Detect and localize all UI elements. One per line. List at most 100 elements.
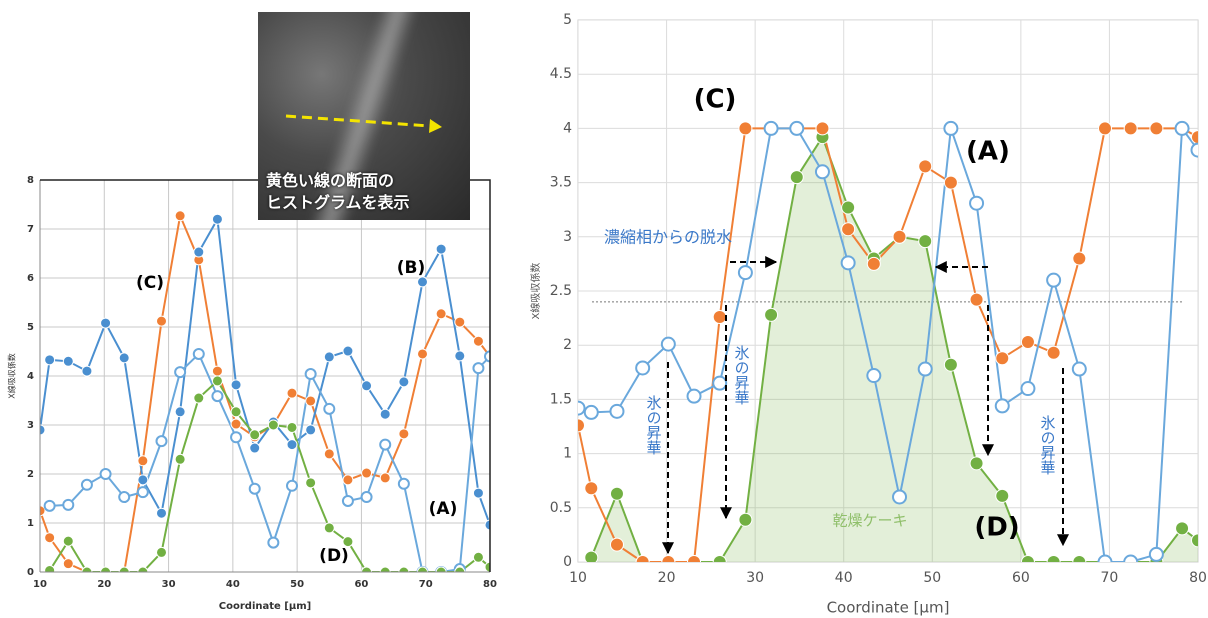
data-point [918,234,933,249]
data-point [472,487,484,499]
data-point [435,308,447,320]
x-tick-label: 30 [162,579,176,590]
data-point [943,175,958,190]
x-tick-label: 60 [354,579,368,590]
data-point [866,256,881,271]
y-tick-label: 3 [563,229,572,245]
data-point [379,566,391,572]
x-tick-label: 40 [226,579,240,590]
y-tick-label: 1 [563,446,572,462]
data-point [44,354,56,366]
data-point [484,519,490,531]
data-point [454,316,466,328]
data-point [230,406,242,418]
y-tick-label: 3 [27,420,34,431]
data-point [118,352,130,364]
y-tick-label: 4.5 [550,66,572,82]
data-point [156,546,167,558]
data-point [584,481,599,496]
data-point [323,351,335,363]
data-point [62,355,74,367]
x-tick-label: 80 [483,579,497,590]
data-point [44,532,56,544]
data-point [286,387,298,399]
x-tick-label: 60 [1012,570,1030,586]
x-axis-label: Coordinate [µm] [827,599,950,617]
data-point [1020,381,1036,397]
data-point [918,159,933,174]
data-point [249,442,261,454]
y-axis-label: X線吸収係数 [529,263,542,320]
annotation: 乾燥ケーキ [832,512,907,530]
plot-layer [40,180,490,572]
data-point [687,555,702,562]
data-point [211,375,223,387]
data-point [62,558,74,570]
data-point [435,243,447,255]
data-point [789,170,804,185]
data-point [398,428,410,440]
data-point [286,439,298,451]
data-point [100,566,112,572]
y-tick-label: 2 [563,337,572,353]
data-point [342,474,354,486]
data-point [211,390,224,403]
y-tick-label: 1 [27,518,34,529]
data-point [1191,130,1198,145]
data-point [484,350,490,363]
data-point [40,424,46,436]
data-point [661,555,676,562]
data-point [361,566,373,572]
data-point [80,478,93,491]
data-point [635,555,650,562]
data-point [136,486,149,499]
x-tick-label: 30 [746,570,764,586]
data-point [1123,554,1139,562]
y-tick-label: 6 [27,273,34,284]
data-point [1191,533,1198,548]
data-point [379,408,391,420]
data-point [137,566,149,572]
data-point [435,566,447,572]
data-point [286,479,298,492]
data-point [763,120,779,136]
data-point [286,421,298,433]
data-point [1071,361,1087,377]
data-point [361,467,373,479]
data-point [1020,334,1035,349]
data-point [584,550,599,562]
data-point [155,435,168,448]
x-tick-label: 10 [33,579,47,590]
data-point [866,368,882,384]
data-point [917,361,933,377]
y-tick-label: 4 [27,371,34,382]
x-tick-label: 20 [658,570,676,586]
y-tick-label: 2.5 [550,283,572,299]
y-tick-label: 0.5 [550,500,572,516]
data-point [230,379,242,391]
data-point [1072,251,1087,266]
data-point [789,120,805,136]
data-point [609,403,625,419]
data-point [1046,272,1062,288]
data-point [230,431,243,444]
annotation: (D) [974,513,1019,543]
data-point [738,121,753,136]
data-point [81,365,93,377]
data-point [137,455,149,467]
data-point [192,347,205,360]
y-tick-label: 3.5 [550,175,572,191]
data-point [1020,555,1035,562]
data-point [267,536,280,549]
data-point [43,499,56,512]
series-line [578,127,1198,562]
data-point [100,317,112,329]
annotation: (B) [397,258,426,278]
y-tick-label: 1.5 [550,391,572,407]
y-axis-label: X線吸収係数 [7,353,17,398]
y-tick-label: 7 [27,224,34,235]
data-point [341,494,354,507]
data-point [1149,121,1164,136]
